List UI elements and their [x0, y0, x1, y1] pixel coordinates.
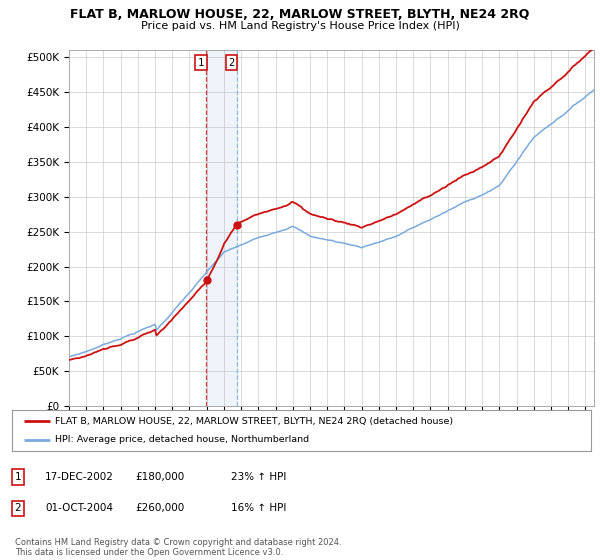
Text: 23% ↑ HPI: 23% ↑ HPI	[231, 472, 286, 482]
Text: 2: 2	[14, 503, 22, 514]
Text: 16% ↑ HPI: 16% ↑ HPI	[231, 503, 286, 514]
Text: 1: 1	[198, 58, 204, 68]
Text: FLAT B, MARLOW HOUSE, 22, MARLOW STREET, BLYTH, NE24 2RQ: FLAT B, MARLOW HOUSE, 22, MARLOW STREET,…	[70, 8, 530, 21]
Text: Contains HM Land Registry data © Crown copyright and database right 2024.
This d: Contains HM Land Registry data © Crown c…	[15, 538, 341, 557]
Text: Price paid vs. HM Land Registry's House Price Index (HPI): Price paid vs. HM Land Registry's House …	[140, 21, 460, 31]
Text: FLAT B, MARLOW HOUSE, 22, MARLOW STREET, BLYTH, NE24 2RQ (detached house): FLAT B, MARLOW HOUSE, 22, MARLOW STREET,…	[55, 417, 454, 426]
Text: 1: 1	[14, 472, 22, 482]
Text: £180,000: £180,000	[135, 472, 184, 482]
Text: £260,000: £260,000	[135, 503, 184, 514]
Text: 01-OCT-2004: 01-OCT-2004	[45, 503, 113, 514]
Bar	[206, 50, 237, 406]
Text: 2: 2	[229, 58, 235, 68]
Text: 17-DEC-2002: 17-DEC-2002	[45, 472, 114, 482]
Text: HPI: Average price, detached house, Northumberland: HPI: Average price, detached house, Nort…	[55, 436, 310, 445]
